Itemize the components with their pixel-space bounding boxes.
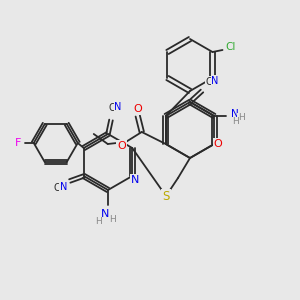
- Text: N: N: [101, 209, 109, 219]
- Text: O: O: [214, 139, 223, 149]
- Text: H: H: [96, 218, 102, 226]
- Text: S: S: [162, 190, 170, 202]
- Text: F: F: [15, 138, 21, 148]
- Text: N: N: [114, 102, 122, 112]
- Text: O: O: [117, 141, 126, 151]
- Text: N: N: [231, 109, 239, 119]
- Text: H: H: [232, 118, 238, 127]
- Text: N: N: [211, 76, 219, 86]
- Text: H: H: [238, 113, 244, 122]
- Text: C: C: [53, 183, 60, 193]
- Text: C: C: [109, 103, 116, 113]
- Text: H: H: [110, 215, 116, 224]
- Text: O: O: [134, 104, 142, 114]
- Text: Cl: Cl: [225, 42, 236, 52]
- Text: N: N: [131, 175, 140, 185]
- Text: N: N: [60, 182, 68, 192]
- Text: C: C: [206, 77, 212, 87]
